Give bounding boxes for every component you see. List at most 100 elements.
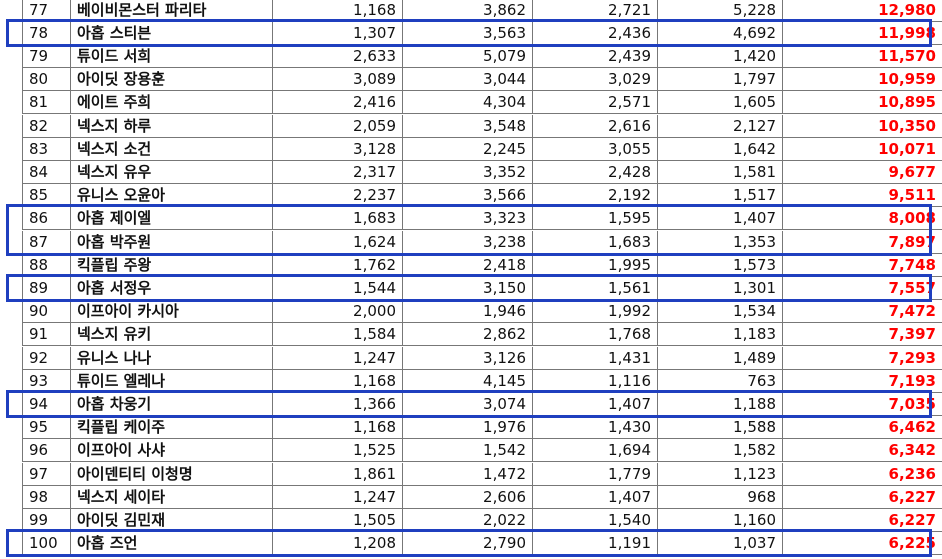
score: 1,683 xyxy=(532,230,657,253)
total-score: 6,227 xyxy=(782,508,942,532)
member-name: 튜이드 엘레나 xyxy=(70,369,272,392)
score: 1,694 xyxy=(532,439,657,462)
score: 3,862 xyxy=(402,0,532,21)
score: 1,861 xyxy=(272,462,402,485)
score: 1,123 xyxy=(657,462,782,485)
table-row: 92 유니스 나나 1,247 3,126 1,431 1,489 7,293 xyxy=(22,346,942,370)
score: 1,191 xyxy=(532,532,657,555)
total-score: 7,897 xyxy=(782,230,942,253)
member-name: 넥스지 유키 xyxy=(70,323,272,346)
score: 2,616 xyxy=(532,114,657,137)
highlight-box xyxy=(6,273,932,303)
rank: 82 xyxy=(22,114,70,137)
table-row: 79 튜이드 서희 2,633 5,079 2,439 1,420 11,570 xyxy=(22,44,942,69)
rank: 99 xyxy=(22,508,70,532)
rank: 85 xyxy=(22,184,70,207)
score: 1,525 xyxy=(272,439,402,462)
total-score: 7,035 xyxy=(782,392,942,416)
score: 1,797 xyxy=(657,68,782,91)
rank: 96 xyxy=(22,439,70,462)
score: 1,208 xyxy=(272,532,402,555)
score: 1,247 xyxy=(272,346,402,369)
score: 1,366 xyxy=(272,392,402,416)
member-name: 아홉 차웅기 xyxy=(70,392,272,416)
score: 1,573 xyxy=(657,253,782,276)
table-row: 83 넥스지 소건 3,128 2,245 3,055 1,642 10,071 xyxy=(22,137,942,161)
table-row: 95 킥플립 케이주 1,168 1,976 1,430 1,588 6,462 xyxy=(22,416,942,440)
score: 3,044 xyxy=(402,68,532,91)
rank: 80 xyxy=(22,68,70,91)
member-name: 아이딧 장용훈 xyxy=(70,68,272,91)
score: 968 xyxy=(657,485,782,508)
score: 2,790 xyxy=(402,532,532,555)
rank: 100 xyxy=(22,532,70,555)
member-name: 아이덴티티 이청명 xyxy=(70,462,272,485)
score: 1,160 xyxy=(657,508,782,532)
score: 1,301 xyxy=(657,276,782,300)
member-name: 넥스지 유우 xyxy=(70,160,272,184)
score: 3,563 xyxy=(402,21,532,44)
table-row: 81 에이트 주희 2,416 4,304 2,571 1,605 10,895 xyxy=(22,91,942,115)
score: 1,584 xyxy=(272,323,402,346)
score: 1,534 xyxy=(657,300,782,323)
total-score: 6,227 xyxy=(782,485,942,508)
member-name: 튜이드 서희 xyxy=(70,44,272,68)
member-name: 아이딧 김민재 xyxy=(70,508,272,532)
table-row: 80 아이딧 장용훈 3,089 3,044 3,029 1,797 10,959 xyxy=(22,68,942,92)
score: 1,430 xyxy=(532,416,657,439)
total-score: 6,462 xyxy=(782,416,942,439)
total-score: 10,895 xyxy=(782,91,942,114)
score: 4,692 xyxy=(657,21,782,44)
member-name: 아홉 제이엘 xyxy=(70,207,272,230)
rank: 89 xyxy=(22,276,70,300)
rank: 78 xyxy=(22,21,70,44)
member-name: 아홉 즈언 xyxy=(70,532,272,555)
score: 1,768 xyxy=(532,323,657,346)
rank: 79 xyxy=(22,44,70,68)
score: 3,238 xyxy=(402,230,532,253)
total-score: 7,397 xyxy=(782,323,942,346)
table-row: 86 아홉 제이엘 1,683 3,323 1,595 1,407 8,008 xyxy=(22,207,942,231)
score: 1,168 xyxy=(272,369,402,392)
score: 2,192 xyxy=(532,184,657,207)
score: 1,188 xyxy=(657,392,782,416)
score: 2,059 xyxy=(272,114,402,137)
highlight-box xyxy=(6,529,932,558)
score: 2,317 xyxy=(272,160,402,184)
score: 3,352 xyxy=(402,160,532,184)
score: 1,307 xyxy=(272,21,402,44)
table-row: 84 넥스지 유우 2,317 3,352 2,428 1,581 9,677 xyxy=(22,160,942,185)
score: 1,561 xyxy=(532,276,657,300)
score: 1,353 xyxy=(657,230,782,253)
total-score: 7,193 xyxy=(782,369,942,392)
rank: 98 xyxy=(22,485,70,508)
score: 2,439 xyxy=(532,44,657,68)
score: 5,228 xyxy=(657,0,782,21)
score: 3,126 xyxy=(402,346,532,369)
highlight-box xyxy=(6,18,932,47)
member-name: 베이비몬스터 파리타 xyxy=(70,0,272,21)
score: 3,323 xyxy=(402,207,532,230)
score: 2,428 xyxy=(532,160,657,184)
score: 1,992 xyxy=(532,300,657,323)
score: 1,542 xyxy=(402,439,532,462)
score: 2,237 xyxy=(272,184,402,207)
score: 1,168 xyxy=(272,416,402,439)
score: 1,683 xyxy=(272,207,402,230)
rank: 92 xyxy=(22,346,70,369)
rank: 84 xyxy=(22,160,70,184)
score: 3,566 xyxy=(402,184,532,207)
member-name: 에이트 주희 xyxy=(70,91,272,114)
score: 1,420 xyxy=(657,44,782,68)
member-name: 아홉 서정우 xyxy=(70,276,272,300)
total-score: 6,342 xyxy=(782,439,942,462)
member-name: 넥스지 하루 xyxy=(70,114,272,137)
score: 5,079 xyxy=(402,44,532,68)
score: 2,416 xyxy=(272,91,402,114)
score: 2,245 xyxy=(402,137,532,160)
score: 1,505 xyxy=(272,508,402,532)
highlight-box xyxy=(6,204,932,256)
score: 2,127 xyxy=(657,114,782,137)
score: 3,055 xyxy=(532,137,657,160)
